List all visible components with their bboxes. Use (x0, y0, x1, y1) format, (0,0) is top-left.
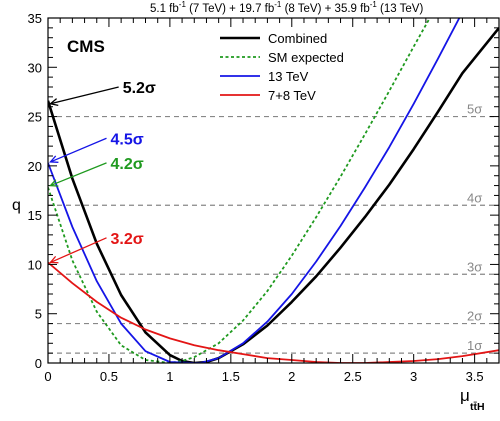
legend-label: Combined (268, 31, 327, 46)
x-axis-label: μ (460, 386, 470, 405)
legend-label: 7+8 TeV (268, 88, 316, 103)
annotation-arrowhead (49, 155, 59, 163)
annotation-arrow (50, 237, 107, 264)
annotation-arrowhead (48, 98, 59, 107)
sigma-line-label: 1σ (467, 338, 482, 353)
axis-ticks: 0 0.5 1 1.5 2 2.5 3 3.5 0 5 10 15 20 25 30 35 (28, 11, 500, 384)
lumi-part-8tev: 19.7 fb-1 (8 TeV) + (239, 0, 335, 15)
annotation-arrow (50, 137, 107, 163)
x-tick-label: 0 (44, 369, 51, 384)
annotation-arrowhead (49, 179, 59, 187)
plot-frame (47, 17, 500, 364)
y-tick-label: 10 (28, 257, 42, 272)
significance-label: 3.2σ (111, 231, 144, 248)
sigma-reference-lines: 1σ 2σ 3σ 4σ 5σ (48, 102, 499, 354)
significance-label: 5.2σ (123, 80, 156, 97)
x-axis-label-subscript: tt̄H (470, 401, 485, 413)
legend-label: 13 TeV (268, 69, 309, 84)
sigma-line-label: 2σ (467, 309, 482, 324)
y-axis-label: q (12, 197, 21, 214)
legend: Combined SM expected 13 TeV 7+8 TeV (220, 31, 344, 103)
significance-label: 4.2σ (111, 156, 144, 173)
x-tick-label: 2 (288, 369, 295, 384)
y-tick-label: 5 (35, 307, 42, 322)
sigma-line-label: 5σ (467, 102, 482, 117)
significance-label: 4.5σ (111, 131, 144, 148)
sigma-line-label: 4σ (467, 190, 482, 205)
y-tick-label: 30 (28, 60, 42, 75)
annotation-arrowhead (49, 255, 59, 264)
y-tick-label: 25 (28, 110, 42, 125)
annotation-arrow (50, 162, 107, 187)
legend-label: SM expected (268, 50, 344, 65)
cms-label: CMS (67, 37, 105, 56)
lumi-part-7tev: 5.1 fb-1 (7 TeV) + (150, 0, 240, 15)
luminosity-label: 5.1 fb-1 (7 TeV) + 19.7 fb-1 (8 TeV) + 3… (150, 0, 423, 15)
series-line-13-tev (48, 18, 461, 363)
annotation-arrow (50, 86, 119, 105)
y-tick-label: 20 (28, 159, 42, 174)
y-tick-label: 35 (28, 11, 42, 26)
y-tick-label: 0 (35, 356, 42, 371)
x-tick-label: 3.5 (466, 369, 484, 384)
sigma-line-label: 3σ (467, 259, 482, 274)
series-line-sm-expected (48, 18, 431, 363)
y-tick-label: 15 (28, 208, 42, 223)
significance-annotations: 5.2σ 4.5σ 4.2σ 3.2σ (48, 80, 156, 264)
x-tick-label: 1.5 (222, 369, 240, 384)
x-tick-label: 2.5 (344, 369, 362, 384)
x-tick-label: 3 (410, 369, 417, 384)
lumi-part-13tev: 35.9 fb-1 (13 TeV) (334, 0, 424, 15)
x-tick-label: 1 (166, 369, 173, 384)
x-tick-label: 0.5 (100, 369, 118, 384)
